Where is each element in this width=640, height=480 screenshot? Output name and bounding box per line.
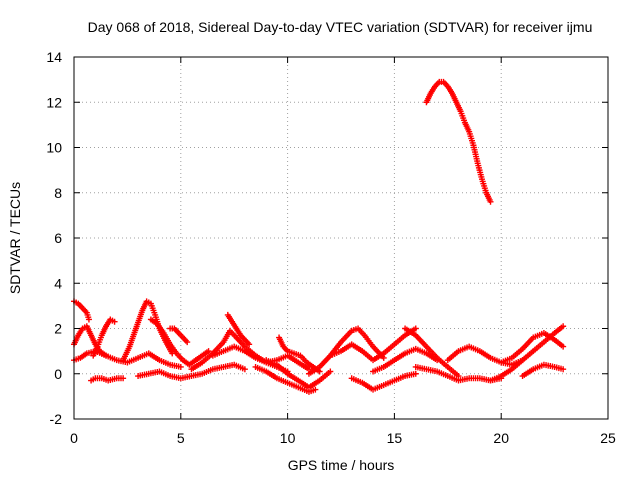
x-tick-label: 0	[70, 430, 78, 446]
data-point	[241, 366, 248, 373]
data-point	[85, 316, 92, 323]
x-tick-label: 10	[280, 430, 296, 446]
series-sat-i	[135, 361, 248, 382]
data-point	[103, 352, 110, 359]
y-axis-title: SDTVAR / TECUs	[7, 182, 23, 294]
data-point	[560, 366, 567, 373]
series-sat-y	[519, 361, 567, 380]
series-sat-w	[487, 323, 567, 384]
y-tick-label: 10	[46, 140, 62, 156]
x-axis-title: GPS time / hours	[288, 457, 395, 473]
series-sat-s	[370, 345, 441, 375]
y-tick-label: 2	[54, 321, 62, 337]
series-sat-b	[71, 323, 110, 359]
data-point	[246, 341, 253, 348]
series-sat-n	[252, 363, 319, 395]
y-tick-label: 14	[46, 49, 62, 65]
data-point	[120, 375, 127, 382]
data-point	[327, 368, 334, 375]
data-point	[177, 363, 184, 370]
data-point	[312, 386, 319, 393]
chart-title: Day 068 of 2018, Sidereal Day-to-day VTE…	[88, 19, 593, 35]
x-tick-label: 15	[387, 430, 403, 446]
data-point	[184, 339, 191, 346]
series-sat-k	[224, 311, 253, 348]
y-tick-label: 8	[54, 185, 62, 201]
y-tick-label: 0	[54, 366, 62, 382]
series-sat-m	[263, 357, 334, 391]
data-point	[412, 370, 419, 377]
series-sat-p	[305, 325, 387, 377]
data-point	[412, 325, 419, 332]
grid-layer	[74, 57, 608, 419]
data-point	[111, 318, 118, 325]
series-sat-r	[348, 370, 419, 393]
series-sat-t	[402, 325, 462, 380]
series-sat-z	[423, 78, 494, 205]
x-tick-label: 5	[177, 430, 185, 446]
x-tick-label: 20	[493, 430, 509, 446]
data-layer	[71, 78, 567, 395]
series-sat-d	[88, 375, 127, 384]
series-sat-f	[120, 298, 176, 364]
data-point	[560, 343, 567, 350]
data-point	[205, 348, 212, 355]
data-point	[560, 323, 567, 330]
y-tick-label: 6	[54, 230, 62, 246]
data-point	[487, 198, 494, 205]
series-sat-e	[90, 316, 118, 359]
y-tick-label: 12	[46, 94, 62, 110]
series-sat-h	[167, 325, 191, 346]
y-tick-label: -2	[50, 411, 63, 427]
tick-layer: 0 5 10 15 20 25 -2 0 2 4 6 8 10 12 14	[46, 49, 616, 446]
series-sat-g	[147, 316, 212, 368]
x-tick-label: 25	[600, 430, 616, 446]
y-tick-label: 4	[54, 275, 62, 291]
series-sat-x	[498, 330, 567, 366]
